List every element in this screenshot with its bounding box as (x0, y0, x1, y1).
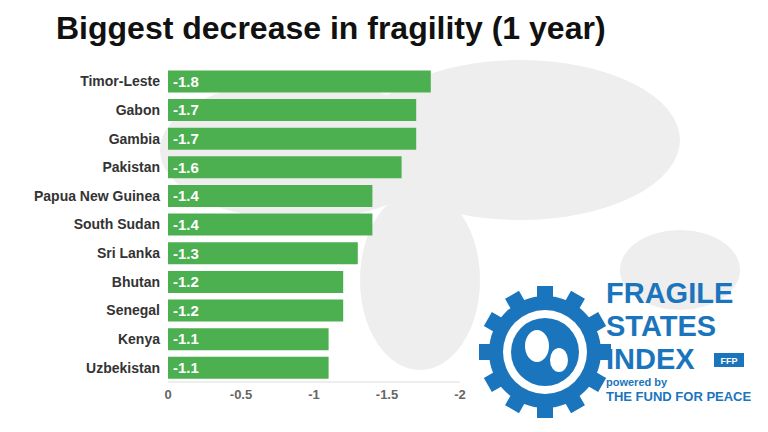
svg-text:-1.4: -1.4 (173, 216, 200, 233)
svg-text:0: 0 (164, 387, 171, 402)
svg-text:-1.2: -1.2 (173, 273, 199, 290)
svg-text:-1.1: -1.1 (173, 359, 199, 376)
svg-text:FRAGILE: FRAGILE (606, 277, 733, 309)
svg-text:Kenya: Kenya (118, 331, 160, 347)
svg-text:-1.7: -1.7 (173, 101, 199, 118)
svg-text:Gambia: Gambia (109, 131, 161, 147)
svg-text:Papua New Guinea: Papua New Guinea (34, 188, 160, 204)
svg-text:-1.3: -1.3 (173, 245, 199, 262)
svg-text:STATES: STATES (606, 310, 716, 342)
svg-text:Senegal: Senegal (106, 302, 160, 318)
svg-text:-1.5: -1.5 (376, 387, 398, 402)
svg-text:Gabon: Gabon (116, 102, 160, 118)
svg-text:Bhutan: Bhutan (112, 274, 160, 290)
svg-text:FFP: FFP (721, 356, 738, 366)
svg-text:-1.4: -1.4 (173, 187, 200, 204)
svg-text:powered by: powered by (606, 376, 668, 388)
svg-text:-1.6: -1.6 (173, 159, 199, 176)
svg-text:INDEX: INDEX (606, 343, 695, 375)
svg-text:-0.5: -0.5 (230, 387, 252, 402)
svg-text:South Sudan: South Sudan (74, 216, 160, 232)
svg-text:-1.1: -1.1 (173, 330, 199, 347)
svg-text:-1.8: -1.8 (173, 73, 199, 90)
svg-text:-1: -1 (308, 387, 320, 402)
svg-text:-1.7: -1.7 (173, 130, 199, 147)
svg-text:THE FUND FOR PEACE: THE FUND FOR PEACE (606, 389, 752, 404)
svg-text:-1.2: -1.2 (173, 302, 199, 319)
svg-text:Uzbekistan: Uzbekistan (86, 360, 160, 376)
html-text:Biggest decrease in fragility: Biggest decrease in fragility (1 year) (56, 10, 606, 46)
svg-text:Pakistan: Pakistan (102, 159, 160, 175)
svg-text:Sri Lanka: Sri Lanka (97, 245, 160, 261)
svg-text:-2: -2 (454, 387, 466, 402)
svg-text:Timor-Leste: Timor-Leste (80, 73, 160, 89)
